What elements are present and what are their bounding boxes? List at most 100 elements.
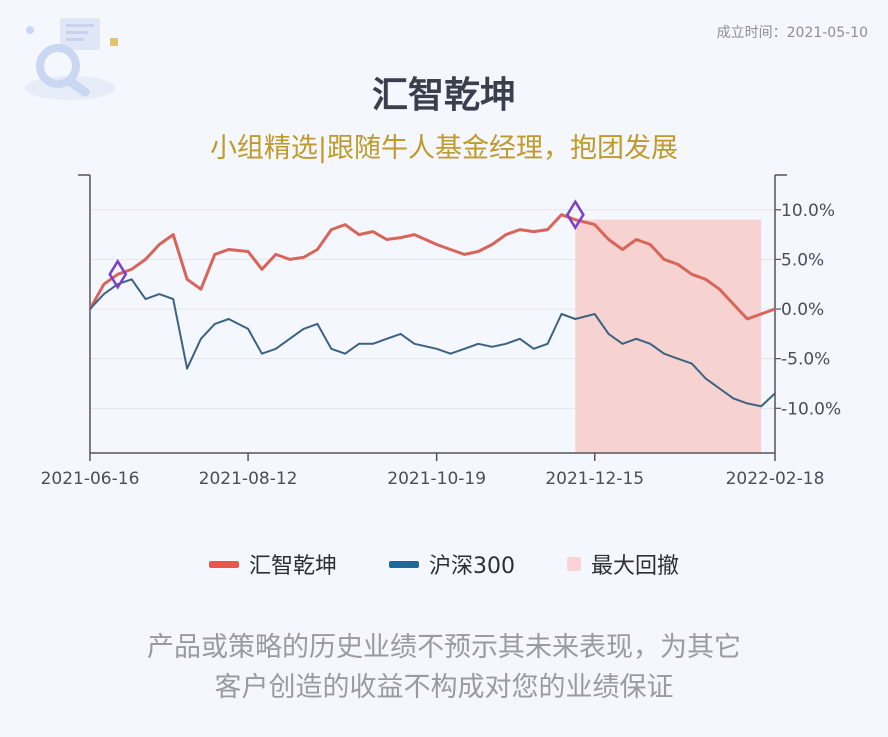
series-0-point-27 [477, 250, 480, 253]
magnifier-illustration-icon [10, 8, 130, 112]
fund-subtitle: 小组精选|跟随牛人基金经理，抱团发展 [209, 133, 679, 164]
series-1-point-0 [89, 308, 91, 310]
legend-label-index: 沪深300 [429, 554, 515, 579]
series-1-point-20 [372, 342, 374, 345]
series-0-point-10 [227, 248, 230, 251]
series-0-point-46 [746, 318, 749, 320]
series-0-point-17 [330, 228, 333, 231]
series-1-point-14 [288, 338, 291, 340]
series-1-point-12 [261, 352, 263, 355]
series-1-point-41 [677, 357, 679, 360]
series-1-point-26 [463, 347, 466, 350]
series-0-point-47 [760, 313, 762, 315]
series-0-point-40 [663, 258, 665, 261]
series-1-point-32 [546, 342, 549, 345]
series-0-point-24 [435, 243, 438, 246]
series-1-point-19 [358, 342, 360, 345]
series-0-point-1 [103, 283, 105, 286]
legend-swatch-drawdown [567, 557, 581, 571]
series-0-point-14 [288, 258, 291, 261]
disclaimer-line-2: 客户创造的收益不构成对您的业绩保证 [214, 672, 674, 703]
series-1-point-15 [302, 328, 305, 330]
series-0-point-21 [385, 238, 388, 241]
series-0-point-30 [519, 228, 521, 231]
series-1-point-10 [227, 318, 230, 320]
series-1-point-23 [413, 342, 416, 345]
series-1-point-31 [532, 347, 535, 350]
series-0-point-6 [172, 233, 174, 236]
series-1-point-5 [158, 293, 161, 295]
series-1-point-4 [144, 298, 147, 300]
series-0-point-45 [732, 303, 735, 305]
series-0-point-28 [491, 243, 493, 246]
y-tick-label-3: -5.0% [781, 350, 830, 370]
series-1-point-8 [200, 338, 202, 340]
legend-item-fund: 汇智乾坤 [208, 548, 337, 580]
series-1-point-13 [275, 347, 277, 350]
series-1-point-40 [663, 352, 665, 355]
series-0-point-39 [649, 243, 652, 246]
series-1-point-39 [649, 342, 652, 345]
legend-item-drawdown: 最大回撤 [567, 548, 679, 580]
series-0-point-22 [399, 236, 402, 239]
series-1-point-38 [635, 338, 638, 340]
series-0-point-42 [691, 273, 693, 276]
series-1-point-29 [505, 342, 507, 345]
series-1-point-35 [593, 313, 596, 315]
series-0-point-15 [302, 256, 305, 259]
series-1-point-9 [213, 323, 216, 325]
series-0-point-48 [774, 308, 776, 310]
established-date: 成立时间：2021-05-10 [716, 25, 868, 41]
series-0-point-32 [546, 228, 549, 231]
series-0-point-7 [186, 278, 188, 281]
series-0-point-25 [449, 248, 452, 251]
series-1-point-37 [621, 342, 624, 345]
x-tick-label-1: 2021-08-12 [199, 469, 298, 489]
series-0-point-41 [677, 263, 679, 266]
series-1-point-42 [691, 362, 693, 365]
performance-chart: 10.0% 5.0% 0.0% -5.0% -10.0% 2021-06-16 2021-0… [41, 174, 841, 489]
legend-label-drawdown: 最大回撤 [591, 554, 680, 579]
series-1-point-11 [247, 328, 249, 330]
series-0-point-43 [704, 278, 707, 281]
series-1-point-22 [399, 333, 402, 335]
series-0-point-16 [316, 248, 319, 251]
series-1-point-25 [449, 352, 452, 355]
series-1-point-46 [746, 402, 749, 405]
series-0-point-2 [116, 273, 119, 276]
legend-label-fund: 汇智乾坤 [248, 554, 337, 579]
x-tick-label-3: 2021-12-15 [545, 469, 644, 489]
y-tick-label-4: -10.0% [781, 399, 841, 419]
series-0-point-4 [144, 258, 147, 261]
y-tick-label-0: 10.0% [781, 201, 835, 221]
series-1-point-1 [103, 293, 105, 295]
series-0-point-26 [463, 253, 466, 256]
y-tick-label-2: 0.0% [781, 300, 824, 320]
series-1-point-33 [560, 313, 563, 315]
event-marker-1 [565, 199, 585, 231]
series-0-point-3 [130, 268, 133, 271]
series-0-point-34 [574, 218, 577, 221]
series-1-point-28 [491, 345, 493, 348]
series-0-point-11 [247, 250, 249, 253]
series-0-point-37 [621, 248, 624, 251]
series-0-point-29 [505, 233, 507, 236]
series-0-point-19 [358, 233, 360, 236]
series-1-point-45 [732, 397, 735, 400]
series-0-point-44 [718, 288, 721, 290]
series-1-point-34 [574, 318, 577, 320]
series-0-point-8 [200, 288, 202, 290]
series-0-point-20 [372, 230, 374, 233]
series-1-point-48 [774, 392, 776, 395]
series-1-point-18 [344, 352, 346, 355]
series-0-point-9 [213, 253, 216, 256]
series-0-point-13 [275, 253, 277, 256]
legend-swatch-fund [208, 560, 239, 568]
series-0-point-23 [413, 233, 416, 236]
x-tick-label-0: 2021-06-16 [41, 469, 140, 489]
series-1-point-3 [130, 278, 133, 281]
legend-swatch-index [389, 560, 419, 568]
series-1-point-17 [330, 347, 333, 350]
disclaimer: 产品或策略的历史业绩不预示其未来表现，为其它 客户创造的收益不构成对您的业绩保证 [0, 628, 888, 708]
series-0-point-12 [261, 268, 263, 271]
